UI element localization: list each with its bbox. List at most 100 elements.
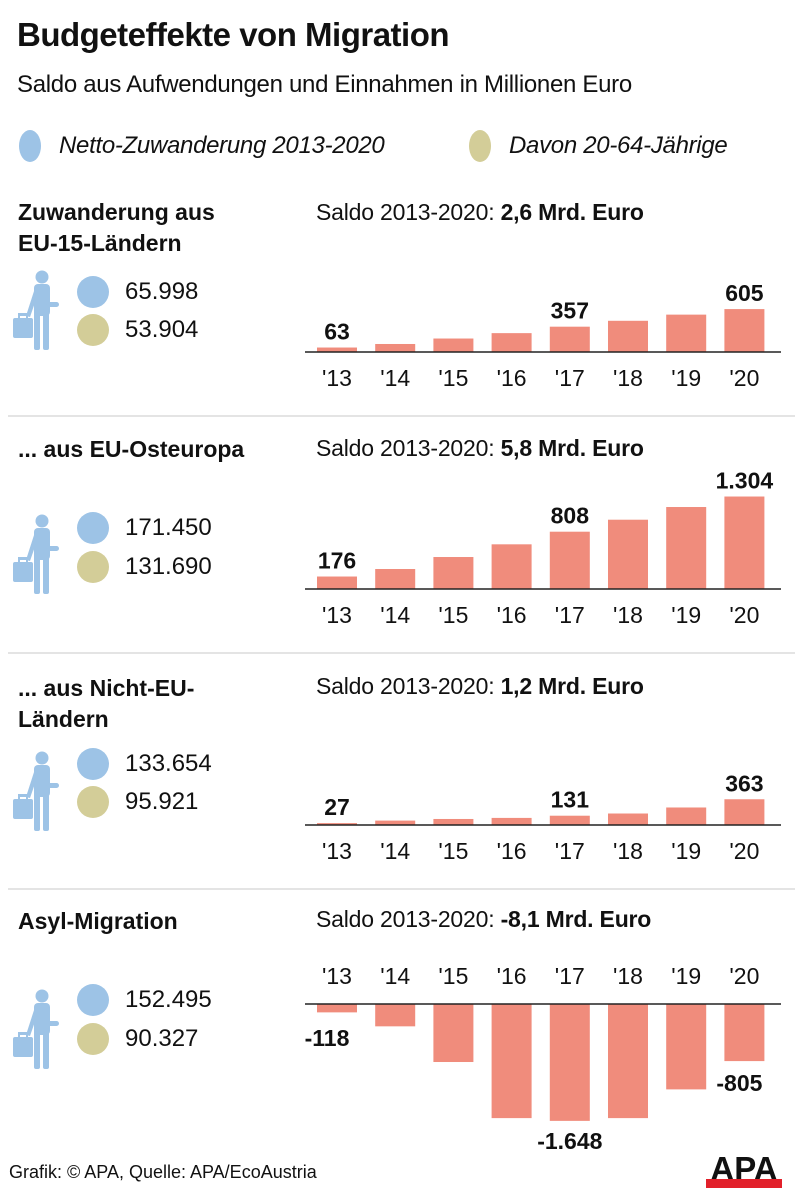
x-tick-label: '13 [322, 838, 352, 864]
saldo-asyl: Saldo 2013-2020: -8,1 Mrd. Euro [316, 906, 651, 933]
x-tick-label: '20 [729, 365, 759, 391]
stat-value: 131.690 [125, 553, 212, 580]
bar-19 [666, 1004, 707, 1090]
circle-blue-icon [77, 276, 109, 308]
x-tick-label: '17 [555, 365, 585, 391]
circle-olive-icon [77, 786, 109, 818]
saldo-eu15: Saldo 2013-2020: 2,6 Mrd. Euro [316, 199, 644, 226]
x-tick-label: '19 [671, 602, 701, 628]
bar-15 [433, 818, 474, 825]
circle-olive-icon [77, 314, 109, 346]
x-tick-label: '20 [729, 838, 759, 864]
data-label: -805 [716, 1070, 762, 1096]
data-label: -118 [305, 1025, 350, 1051]
data-label: 808 [551, 503, 590, 529]
data-label: 176 [318, 548, 356, 574]
data-label: 1.304 [716, 470, 774, 494]
bar-20 [724, 496, 765, 589]
section-divider [8, 888, 795, 890]
legend-label: Davon 20-64-Jährige [509, 132, 728, 159]
section-title-line: ... aus EU-Osteuropa [18, 436, 245, 462]
legend-circle-olive-icon [469, 130, 491, 162]
stat-value: 152.495 [125, 986, 212, 1013]
section-title-line: EU-15-Ländern [18, 230, 182, 256]
x-tick-label: '14 [380, 963, 410, 989]
x-tick-label: '15 [438, 602, 468, 628]
x-tick-label: '13 [322, 602, 352, 628]
bar-19 [666, 807, 707, 825]
bar-chart-osteuropa: '13 176 '14 '15 '16 '17 808 '18 '19 '20 1.304 [305, 470, 781, 628]
bar-16 [491, 817, 532, 825]
x-tick-label: '16 [497, 602, 527, 628]
x-tick-label: '13 [322, 365, 352, 391]
bar-13 [317, 823, 357, 825]
section-title-line: Ländern [18, 706, 109, 732]
bar-chart-nicht-eu: '13 27 '14 '15 '16 '17 131 '18 '19 '20 363 [305, 770, 781, 864]
apa-logo: APA [706, 1152, 782, 1188]
saldo-prefix: Saldo 2013-2020: [316, 906, 501, 932]
data-label: 131 [551, 787, 590, 813]
migrant-figure-icon [13, 989, 59, 1069]
x-tick-label: '17 [555, 963, 585, 989]
migrant-figure-icon [13, 514, 59, 594]
migrant-figure-icon [13, 751, 59, 831]
section-title-line: Zuwanderung aus [18, 199, 215, 225]
section-title-eu15: Zuwanderung aus EU-15-Ländern [18, 197, 215, 259]
stat-netto: 171.450 [77, 512, 212, 544]
x-tick-label: '18 [613, 838, 643, 864]
bar-20 [724, 799, 765, 825]
x-tick-label: '17 [555, 602, 585, 628]
bar-chart-eu15: '13 63 '14 '15 '16 '17 357 '18 '19 '20 605 [305, 280, 781, 391]
bar-20 [724, 1004, 765, 1062]
bar-20 [724, 309, 765, 352]
x-tick-label: '17 [555, 838, 585, 864]
data-label: 27 [324, 794, 350, 820]
x-tick-label: '19 [671, 963, 701, 989]
bar-14 [375, 569, 416, 589]
x-tick-label: '19 [671, 365, 701, 391]
saldo-value: -8,1 Mrd. Euro [500, 906, 652, 932]
bar-14 [375, 1004, 416, 1027]
bar-15 [433, 338, 474, 352]
bar-14 [375, 343, 416, 352]
x-tick-label: '16 [497, 963, 527, 989]
x-tick-label: '13 [322, 963, 352, 989]
saldo-osteuropa: Saldo 2013-2020: 5,8 Mrd. Euro [316, 435, 644, 462]
stat-netto: 152.495 [77, 984, 212, 1016]
x-tick-label: '16 [497, 838, 527, 864]
section-title-asyl: Asyl-Migration [18, 906, 178, 937]
bar-17 [549, 326, 590, 352]
stat-netto: 65.998 [77, 276, 198, 308]
x-tick-label: '18 [613, 963, 643, 989]
saldo-value: 2,6 Mrd. Euro [500, 199, 644, 225]
bar-16 [491, 333, 532, 352]
source-credit: Grafik: © APA, Quelle: APA/EcoAustria [9, 1162, 317, 1182]
bar-13 [317, 576, 357, 589]
data-label: 363 [725, 770, 763, 796]
x-tick-label: '20 [729, 963, 759, 989]
bar-13 [317, 1004, 357, 1013]
x-tick-label: '14 [380, 602, 410, 628]
legend-item-netto: Netto-Zuwanderung 2013-2020 [19, 130, 385, 162]
x-tick-label: '15 [438, 963, 468, 989]
stat-netto: 133.654 [77, 748, 212, 780]
migrant-figure-icon [13, 270, 59, 350]
data-label: 605 [725, 280, 764, 306]
stat-working-age: 53.904 [77, 314, 198, 346]
apa-logo-bar [706, 1179, 782, 1188]
data-label: 357 [551, 298, 589, 324]
bar-13 [317, 347, 357, 352]
bar-18 [608, 519, 648, 589]
x-tick-label: '15 [438, 365, 468, 391]
x-tick-label: '18 [613, 365, 643, 391]
bar-15 [433, 557, 474, 589]
bar-16 [491, 1004, 532, 1119]
bar-15 [433, 1004, 474, 1063]
stat-value: 133.654 [125, 750, 212, 777]
x-tick-label: '14 [380, 365, 410, 391]
stat-value: 95.921 [125, 788, 199, 815]
circle-olive-icon [77, 1023, 109, 1055]
circle-olive-icon [77, 551, 109, 583]
stat-working-age: 95.921 [77, 786, 198, 818]
bar-18 [608, 1004, 648, 1119]
